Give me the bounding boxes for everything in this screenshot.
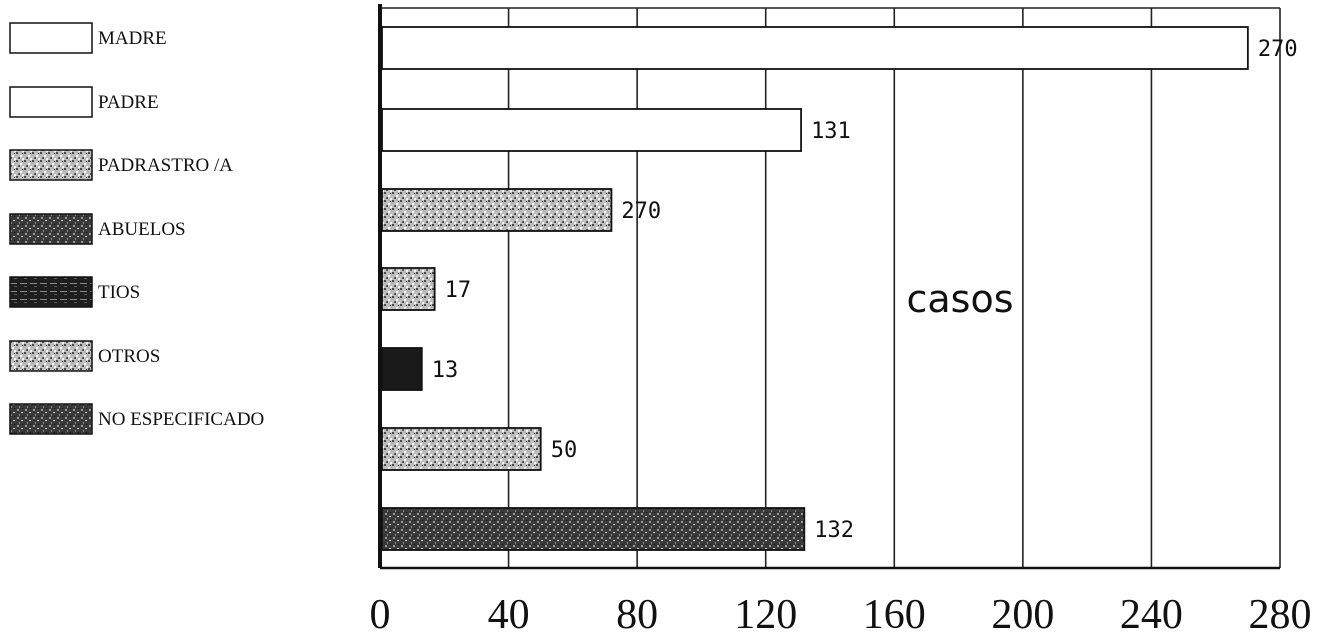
legend-label: NO ESPECIFICADO: [98, 409, 264, 430]
value-label: 132: [814, 518, 854, 543]
legend-label: OTROS: [98, 346, 160, 367]
legend-swatch: [9, 340, 93, 372]
value-label: 131: [811, 119, 851, 144]
legend-swatch: [9, 149, 93, 181]
bar-no-especificado: [381, 507, 806, 551]
bar-abuelos: [381, 267, 436, 311]
x-tick-label: 200: [991, 592, 1054, 633]
value-label: 13: [432, 358, 459, 383]
bar-otros: [381, 427, 542, 471]
legend-swatch: [9, 403, 93, 435]
legend-swatch: [9, 86, 93, 118]
legend-label: PADRE: [98, 92, 159, 113]
value-label: 270: [621, 199, 661, 224]
gridlines: [379, 7, 1281, 568]
legend-label: MADRE: [98, 28, 167, 49]
bar-madre: [381, 26, 1249, 70]
bar-padrastro-a: [381, 188, 613, 232]
bar-tios: [381, 347, 423, 391]
legend-label: ABUELOS: [98, 219, 186, 240]
axes: [378, 4, 1280, 570]
legend-label: TIOS: [98, 282, 140, 303]
value-labels: 270 131 270 17 13 50 132: [432, 37, 1298, 543]
x-tick-label: 40: [488, 592, 530, 633]
value-label: 17: [445, 278, 472, 303]
legend-swatch: [9, 276, 93, 308]
bar-padre: [381, 108, 802, 152]
value-label: 50: [551, 438, 578, 463]
x-tick-label: 80: [616, 592, 658, 633]
legend-swatch: [9, 22, 93, 54]
x-tick-label: 120: [734, 592, 797, 633]
x-axis-label: casos: [906, 277, 1013, 321]
legend: MADRE PADRE PADRASTRO /A ABUELOS TIOS OTROS NO…: [9, 22, 264, 435]
value-label: 270: [1258, 37, 1298, 62]
x-tick-labels: 0 40 80 120 160 200 240 280: [370, 592, 1312, 633]
x-tick-label: 160: [863, 592, 926, 633]
x-tick-label: 0: [370, 592, 391, 633]
x-tick-label: 240: [1120, 592, 1183, 633]
legend-swatch: [9, 213, 93, 245]
legend-label: PADRASTRO /A: [98, 155, 233, 176]
x-tick-label: 280: [1249, 592, 1312, 633]
bars: [381, 26, 1249, 551]
